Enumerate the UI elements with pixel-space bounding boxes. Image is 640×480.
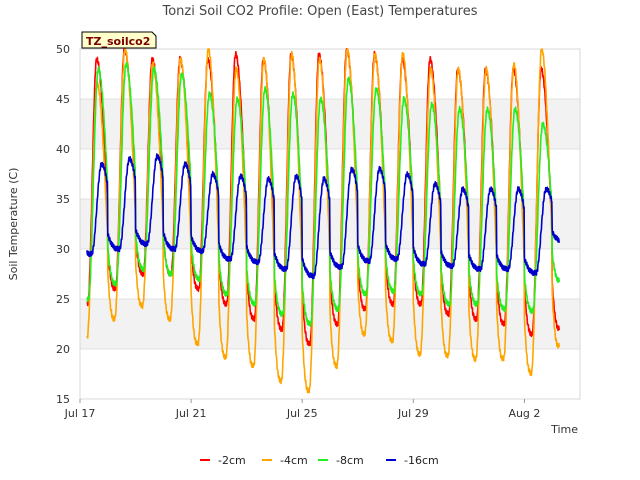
y-tick-label: 40 xyxy=(56,143,70,156)
legend-item: -4cm xyxy=(262,454,308,467)
y-tick-label: 50 xyxy=(56,43,70,56)
y-tick-label: 45 xyxy=(56,93,70,106)
x-tick-label: Jul 25 xyxy=(286,407,318,420)
station-tag-box xyxy=(81,31,157,49)
x-tick-label: Aug 2 xyxy=(508,407,540,420)
y-axis-label: Soil Temperature (C) xyxy=(7,168,20,281)
series-lines xyxy=(86,48,560,394)
x-axis-ticks: Jul 17 Jul 21 Jul 25 Jul 29 Aug 2 xyxy=(64,399,540,420)
y-tick-label: 15 xyxy=(56,393,70,406)
chart-title: Tonzi Soil CO2 Profile: Open (East) Temp… xyxy=(161,4,477,19)
legend-item: -2cm xyxy=(200,454,246,467)
plot-frame xyxy=(79,48,581,400)
x-tick-label: Jul 17 xyxy=(64,407,96,420)
legend-label: -4cm xyxy=(280,454,308,467)
legend-item: -16cm xyxy=(386,454,439,467)
series-line-m8cm xyxy=(86,61,560,328)
legend-label: -2cm xyxy=(218,454,246,467)
legend: -2cm -4cm -8cm -16cm xyxy=(200,454,439,467)
x-tick-label: Jul 29 xyxy=(397,407,429,420)
legend-label: -8cm xyxy=(336,454,364,467)
x-tick-label: Jul 21 xyxy=(175,407,207,420)
station-tag: TZ_soilco2 xyxy=(81,31,157,49)
grid-band xyxy=(80,99,580,149)
y-tick-label: 30 xyxy=(56,243,70,256)
x-axis-label: Time xyxy=(550,423,578,436)
station-tag-label: TZ_soilco2 xyxy=(86,35,150,48)
y-tick-label: 25 xyxy=(56,293,70,306)
series-line-m16cm xyxy=(86,153,560,280)
legend-item: -8cm xyxy=(318,454,364,467)
y-axis-ticks: 15 20 25 30 35 40 45 50 xyxy=(56,43,70,406)
y-tick-label: 35 xyxy=(56,193,70,206)
y-tick-label: 20 xyxy=(56,343,70,356)
legend-label: -16cm xyxy=(404,454,439,467)
